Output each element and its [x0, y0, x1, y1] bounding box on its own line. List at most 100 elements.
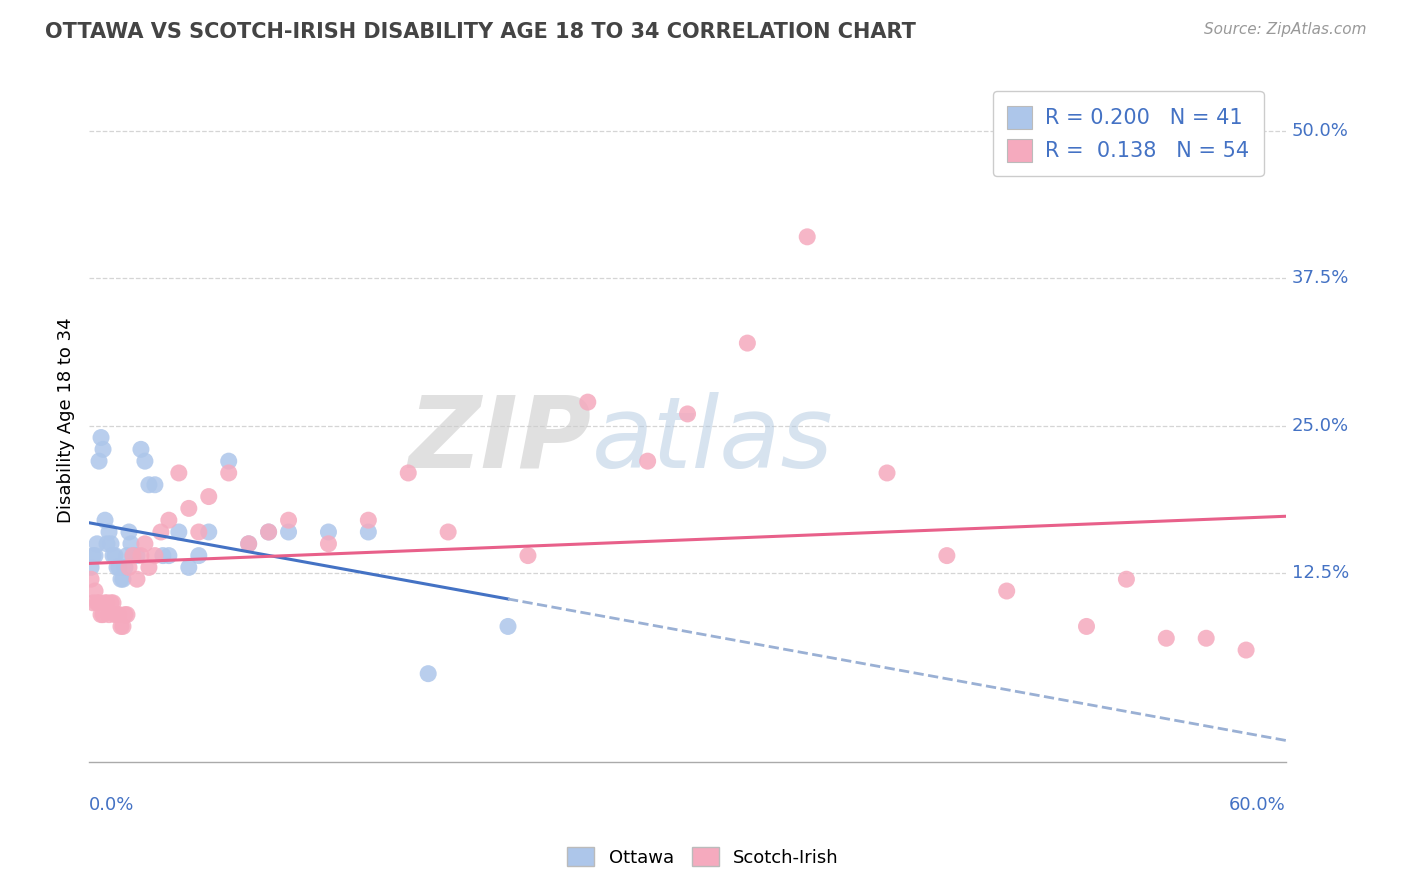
Point — [995, 584, 1018, 599]
Point — [84, 549, 107, 563]
Point — [86, 537, 108, 551]
Point — [218, 466, 240, 480]
Point — [110, 572, 132, 586]
Point — [187, 549, 209, 563]
Point — [516, 549, 538, 563]
Point — [1195, 632, 1218, 646]
Point — [257, 524, 280, 539]
Legend: Ottawa, Scotch-Irish: Ottawa, Scotch-Irish — [560, 840, 846, 874]
Point — [396, 466, 419, 480]
Text: 0.0%: 0.0% — [89, 797, 135, 814]
Point — [737, 336, 759, 351]
Point — [177, 560, 200, 574]
Point — [796, 230, 818, 244]
Point — [94, 596, 117, 610]
Point — [96, 596, 118, 610]
Point — [114, 607, 136, 622]
Point — [115, 549, 138, 563]
Point — [96, 537, 118, 551]
Point — [637, 454, 659, 468]
Text: 25.0%: 25.0% — [1292, 417, 1350, 434]
Point — [218, 454, 240, 468]
Point — [104, 549, 127, 563]
Text: 50.0%: 50.0% — [1292, 121, 1348, 139]
Point — [318, 537, 340, 551]
Point — [101, 549, 124, 563]
Point — [1234, 643, 1257, 657]
Point — [1156, 632, 1178, 646]
Point — [152, 549, 174, 563]
Point — [80, 560, 103, 574]
Point — [91, 607, 114, 622]
Text: 37.5%: 37.5% — [1292, 269, 1350, 287]
Point — [149, 524, 172, 539]
Point — [138, 477, 160, 491]
Point — [187, 524, 209, 539]
Point — [238, 537, 260, 551]
Point — [177, 501, 200, 516]
Point — [143, 549, 166, 563]
Point — [167, 524, 190, 539]
Text: Source: ZipAtlas.com: Source: ZipAtlas.com — [1204, 22, 1367, 37]
Point — [94, 513, 117, 527]
Point — [122, 549, 145, 563]
Point — [129, 442, 152, 457]
Text: OTTAWA VS SCOTCH-IRISH DISABILITY AGE 18 TO 34 CORRELATION CHART: OTTAWA VS SCOTCH-IRISH DISABILITY AGE 18… — [45, 22, 915, 42]
Point — [138, 560, 160, 574]
Point — [496, 619, 519, 633]
Point — [277, 524, 299, 539]
Point — [111, 572, 134, 586]
Point — [134, 454, 156, 468]
Text: 60.0%: 60.0% — [1229, 797, 1286, 814]
Point — [98, 524, 121, 539]
Point — [101, 596, 124, 610]
Point — [935, 549, 957, 563]
Point — [82, 549, 104, 563]
Point — [143, 477, 166, 491]
Y-axis label: Disability Age 18 to 34: Disability Age 18 to 34 — [58, 317, 75, 523]
Point — [257, 524, 280, 539]
Point — [125, 549, 148, 563]
Point — [122, 549, 145, 563]
Point — [104, 607, 127, 622]
Point — [318, 524, 340, 539]
Point — [357, 513, 380, 527]
Point — [118, 524, 141, 539]
Point — [167, 466, 190, 480]
Point — [108, 560, 131, 574]
Point — [87, 596, 110, 610]
Text: atlas: atlas — [592, 392, 834, 489]
Legend: R = 0.200   N = 41, R =  0.138   N = 54: R = 0.200 N = 41, R = 0.138 N = 54 — [993, 91, 1264, 177]
Point — [676, 407, 699, 421]
Point — [118, 560, 141, 574]
Point — [418, 666, 440, 681]
Point — [115, 607, 138, 622]
Point — [238, 537, 260, 551]
Point — [98, 607, 121, 622]
Point — [105, 560, 128, 574]
Point — [357, 524, 380, 539]
Point — [100, 537, 122, 551]
Point — [110, 619, 132, 633]
Point — [876, 466, 898, 480]
Point — [84, 584, 107, 599]
Point — [1076, 619, 1098, 633]
Point — [100, 596, 122, 610]
Point — [197, 490, 219, 504]
Point — [86, 596, 108, 610]
Point — [105, 607, 128, 622]
Point — [111, 619, 134, 633]
Point — [197, 524, 219, 539]
Point — [114, 560, 136, 574]
Point — [87, 454, 110, 468]
Point — [129, 549, 152, 563]
Point — [80, 572, 103, 586]
Point — [90, 607, 112, 622]
Point — [157, 549, 180, 563]
Text: ZIP: ZIP — [409, 392, 592, 489]
Point — [277, 513, 299, 527]
Point — [157, 513, 180, 527]
Point — [82, 596, 104, 610]
Point — [120, 537, 142, 551]
Point — [108, 607, 131, 622]
